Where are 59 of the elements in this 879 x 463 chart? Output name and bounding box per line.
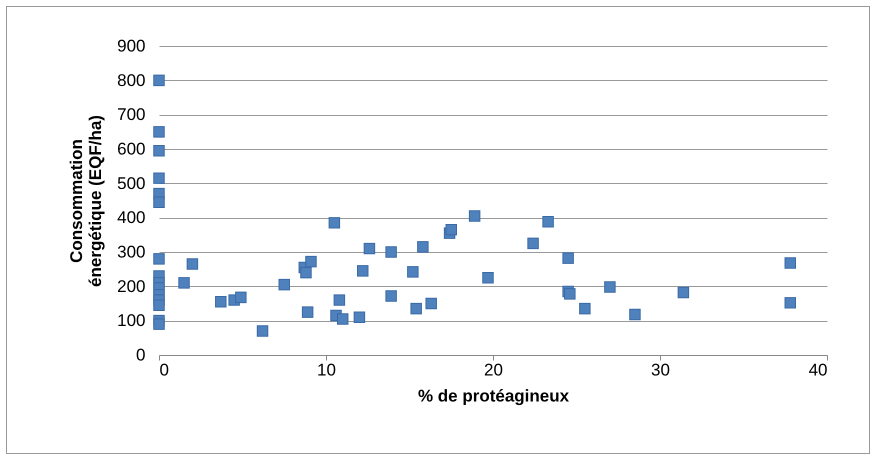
x-tick-label: 40 bbox=[808, 360, 828, 380]
y-tick-label: 700 bbox=[117, 105, 146, 124]
y-tick-label: 900 bbox=[117, 36, 146, 56]
y-tick-label: 300 bbox=[117, 242, 146, 262]
point bbox=[153, 299, 165, 311]
y-tick-label: 600 bbox=[117, 140, 146, 158]
point bbox=[385, 290, 397, 302]
point bbox=[356, 265, 368, 277]
point bbox=[385, 246, 397, 258]
y-tick-label: 500 bbox=[117, 174, 146, 193]
point bbox=[564, 288, 576, 300]
point bbox=[410, 302, 422, 314]
point bbox=[604, 281, 616, 293]
x-tick-label: 20 bbox=[484, 360, 503, 380]
y-tick-label: 0 bbox=[136, 346, 146, 364]
point bbox=[446, 224, 457, 236]
point bbox=[482, 272, 494, 284]
point bbox=[425, 298, 437, 310]
x-tick-label: 10 bbox=[317, 360, 336, 380]
point bbox=[178, 277, 190, 289]
point bbox=[153, 172, 165, 184]
point bbox=[215, 296, 227, 308]
point bbox=[305, 256, 317, 268]
point bbox=[354, 311, 366, 323]
point bbox=[468, 210, 480, 222]
point bbox=[407, 266, 419, 278]
point bbox=[153, 144, 165, 156]
point bbox=[784, 257, 796, 269]
x-axis-title: % de protéagineux bbox=[418, 386, 570, 406]
point bbox=[364, 242, 376, 254]
point bbox=[328, 217, 340, 229]
point bbox=[153, 318, 165, 330]
y-tick-label: 800 bbox=[117, 70, 146, 90]
point bbox=[678, 286, 690, 298]
point bbox=[784, 297, 796, 309]
point bbox=[256, 325, 268, 337]
point bbox=[186, 258, 198, 270]
point bbox=[235, 292, 247, 304]
point bbox=[302, 306, 314, 318]
point bbox=[153, 126, 165, 138]
x-tick-label: 0 bbox=[160, 360, 169, 380]
point bbox=[278, 278, 290, 290]
point bbox=[527, 238, 539, 250]
point bbox=[542, 216, 554, 228]
point bbox=[153, 196, 165, 208]
point bbox=[417, 241, 429, 253]
x-tick-label: 30 bbox=[651, 360, 670, 380]
point bbox=[579, 302, 591, 314]
point bbox=[336, 313, 348, 325]
point bbox=[153, 253, 165, 265]
y-tick-label: 100 bbox=[117, 311, 146, 330]
y-tick-label: 200 bbox=[117, 276, 146, 296]
y-axis-title: Consommation énergétique (EQF/ha) bbox=[67, 115, 106, 287]
point bbox=[562, 252, 574, 264]
point bbox=[629, 308, 641, 320]
point bbox=[334, 294, 346, 306]
point bbox=[153, 74, 165, 86]
y-tick-label: 400 bbox=[117, 208, 146, 228]
point bbox=[300, 266, 312, 278]
